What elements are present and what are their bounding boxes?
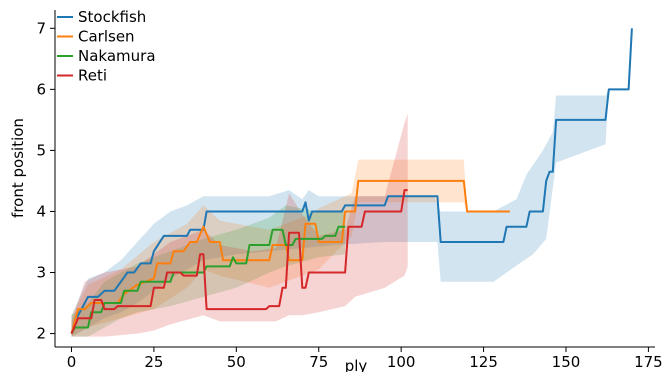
series-line-stockfish bbox=[70, 28, 633, 334]
y-tick-label: 3 bbox=[36, 264, 46, 282]
y-tick-label: 5 bbox=[36, 141, 46, 159]
x-tick-label: 125 bbox=[469, 353, 498, 371]
band-carlsen bbox=[71, 159, 510, 337]
y-tick-label: 4 bbox=[36, 202, 46, 220]
x-tick-label: 100 bbox=[387, 353, 416, 371]
y-axis-label: front position bbox=[9, 118, 27, 218]
x-tick-label: 75 bbox=[309, 353, 328, 371]
band-stockfish bbox=[71, 28, 632, 337]
y-tick-label: 7 bbox=[36, 19, 46, 37]
legend-label-nakamura: Nakamura bbox=[78, 47, 156, 65]
confidence-bands bbox=[71, 28, 632, 337]
x-tick-label: 50 bbox=[227, 353, 246, 371]
y-tick-label: 2 bbox=[36, 325, 46, 343]
x-tick-label: 0 bbox=[67, 353, 77, 371]
x-axis-label: ply bbox=[345, 357, 368, 372]
y-tick-label: 6 bbox=[36, 80, 46, 98]
legend-label-reti: Reti bbox=[78, 67, 107, 85]
x-tick-label: 175 bbox=[634, 353, 663, 371]
series-line-reti bbox=[70, 189, 408, 334]
legend-label-stockfish: Stockfish bbox=[78, 8, 146, 26]
series-lines bbox=[70, 28, 633, 335]
x-tick-label: 150 bbox=[552, 353, 581, 371]
band-nakamura bbox=[71, 205, 346, 337]
legend-label-carlsen: Carlsen bbox=[78, 28, 135, 46]
axes: 0 25 50 75 100 125 150 175 2 3 4 5 6 7 bbox=[36, 10, 663, 371]
x-tick-label: 25 bbox=[144, 353, 163, 371]
